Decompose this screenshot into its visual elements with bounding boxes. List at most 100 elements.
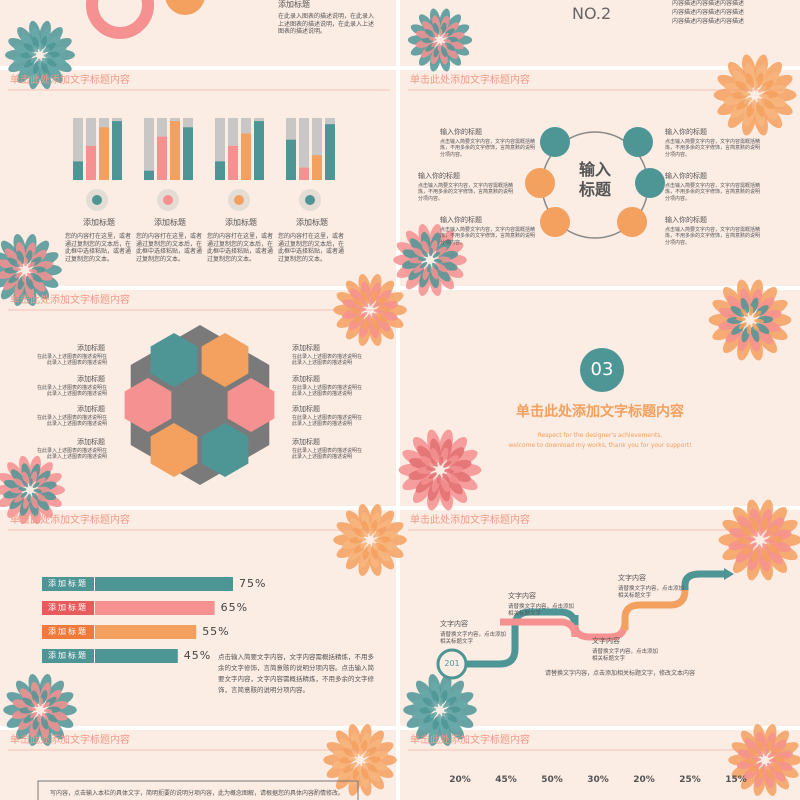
flower-petal	[765, 543, 780, 554]
flower-petal	[768, 758, 778, 763]
flower-petal	[31, 690, 40, 705]
flower-petal	[759, 93, 769, 99]
desc-line: 内容描述内容描述内容描述	[672, 18, 745, 25]
flower-petal	[746, 536, 756, 542]
flower-petal	[40, 60, 48, 74]
flower-petal	[370, 545, 379, 560]
flower-petal	[430, 448, 440, 464]
flower-petal	[39, 43, 43, 52]
flower-petal	[32, 45, 39, 53]
item-title: 添加标题	[292, 344, 320, 352]
label-tag	[42, 601, 94, 615]
flower-petal	[357, 537, 367, 542]
bar-track	[144, 118, 154, 180]
subtitle-line: welcome to download my works, thank you …	[508, 442, 692, 449]
flower-petal	[361, 529, 369, 538]
flower-petal	[363, 758, 373, 763]
bar-label: 添加标题	[48, 651, 88, 660]
flower-petal	[424, 29, 436, 38]
item-desc: 点击输入简要文字内容，文字内容需概括精炼，不用多余的文字修饰，言简意赅的说明分项…	[440, 227, 536, 246]
flower-petal	[419, 261, 428, 269]
hex-cell	[124, 378, 172, 432]
flower-petal	[13, 478, 26, 488]
flower-petal	[756, 544, 762, 554]
flower-petal	[351, 740, 360, 755]
flower-petal	[14, 271, 23, 279]
item-title: 输入你的标题	[665, 128, 707, 136]
flower-petal	[738, 322, 747, 330]
flower-petal	[367, 313, 372, 323]
flower-petal	[29, 711, 38, 719]
flower-petal	[22, 697, 36, 708]
item-title: 输入你的标题	[418, 172, 460, 180]
flower-petal	[440, 715, 449, 730]
flower-petal	[748, 306, 754, 316]
flower-petal	[32, 36, 40, 50]
flower-petal	[28, 268, 38, 273]
flower-petal	[756, 749, 764, 758]
flower-petal	[753, 310, 762, 318]
flower-petal	[740, 308, 748, 317]
flower-petal	[760, 98, 775, 109]
arrow-head	[724, 568, 734, 580]
step-arrow	[500, 618, 629, 641]
bar	[299, 167, 309, 180]
icon	[623, 127, 653, 157]
flower-petal	[368, 297, 373, 307]
slide-header: 单击此处添加文字标题内容	[10, 295, 130, 306]
flower-petal	[374, 312, 388, 323]
flower-petal	[29, 478, 33, 487]
flower-petal	[436, 474, 442, 484]
percent-label: 30%	[587, 775, 609, 785]
flower-petal	[443, 39, 451, 43]
icon	[92, 195, 102, 205]
flower-petal	[444, 468, 454, 474]
divider	[396, 0, 400, 800]
step-title: 文字内容	[508, 592, 536, 600]
bar	[144, 170, 154, 180]
hex-cell	[176, 378, 224, 432]
bar	[312, 155, 322, 180]
flower-petal	[23, 257, 28, 267]
flower-petal	[431, 262, 439, 271]
divider	[0, 506, 800, 510]
flower-petal	[743, 97, 752, 105]
group-desc: 您的内容打在这里，或者通过复制您的文本后，在此框中选择粘贴，或者通过复制您的文本…	[136, 233, 203, 263]
flower-petal	[431, 690, 440, 705]
flower-petal	[28, 52, 37, 56]
item-title: 输入你的标题	[665, 172, 707, 180]
flower-petal	[27, 707, 37, 712]
body-text: 写内容，点击输入本栏的具体文字，简明扼要的说明分项内容，此为概念图解，请根据您的…	[50, 790, 345, 797]
flower-petal	[740, 298, 750, 314]
flower-petal	[433, 258, 443, 263]
start-badge	[436, 648, 468, 680]
bar-label: 添加标题	[48, 603, 88, 612]
bar	[86, 145, 96, 180]
flower-petal	[427, 263, 432, 273]
hex-cell	[201, 423, 249, 477]
flower-petal	[41, 57, 48, 65]
flower-petal	[374, 542, 388, 553]
group-desc: 您的内容打在这里，或者通过复制您的文本后，在此框中选择粘贴，或者通过复制您的文本…	[278, 233, 345, 263]
bar	[228, 145, 238, 180]
bar-label: 添加标题	[48, 579, 88, 588]
step-arrow	[452, 608, 579, 668]
flower-petal	[440, 45, 448, 58]
item-title: 输入你的标题	[665, 216, 707, 224]
value-label: 55%	[202, 625, 230, 638]
flower-petal	[750, 518, 760, 534]
flower-petal	[43, 54, 52, 58]
flower-petal	[445, 473, 460, 484]
flower-petal	[762, 763, 767, 773]
flower-petal	[359, 541, 368, 549]
item-title: 添加标题	[77, 344, 105, 352]
flower-petal	[764, 538, 774, 544]
item-title: 添加标题	[77, 405, 105, 413]
item-desc: 在此录入上述图表的描述说明在此录入上述图表的描述说明	[36, 385, 107, 398]
flower-petal	[12, 267, 22, 272]
desc-line: 内容描述内容描述内容描述	[672, 0, 745, 7]
flower-petal	[444, 712, 458, 723]
flower-petal	[758, 526, 764, 536]
